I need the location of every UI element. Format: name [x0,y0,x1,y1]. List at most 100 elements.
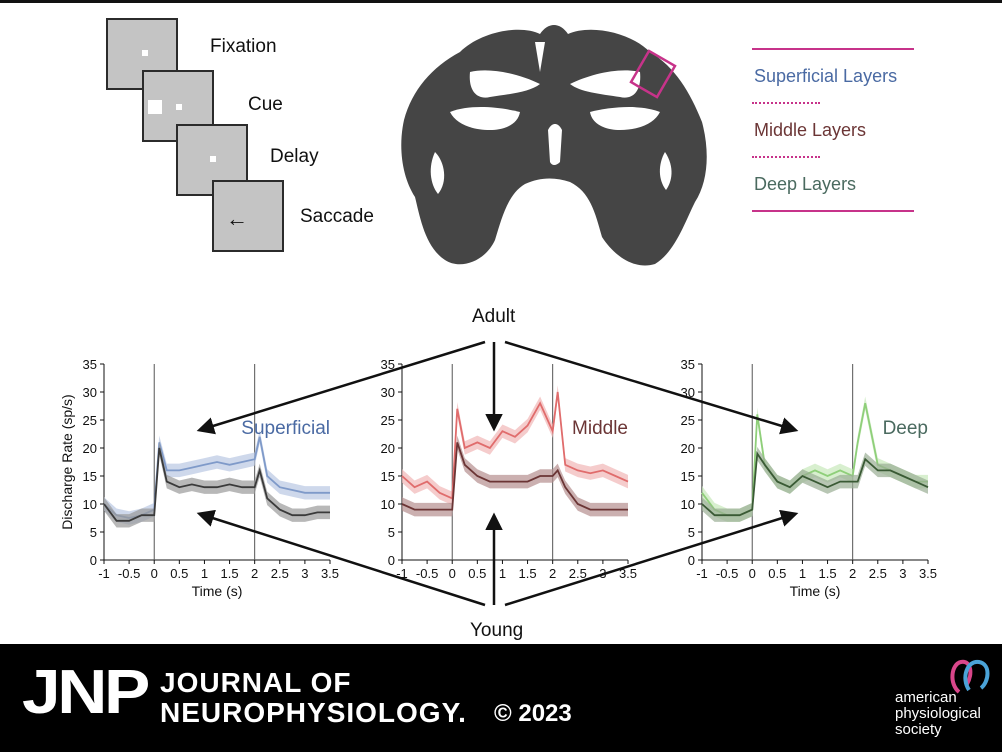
y-tick-label: 10 [381,497,395,512]
x-tick-label: 1.5 [519,566,537,581]
y-tick-label: 15 [681,469,695,484]
series-line [701,450,929,517]
y-tick-label: 5 [388,525,395,540]
journal-footer: JNP JOURNAL OF NEUROPHYSIOLOGY. © 2023 a… [0,644,1002,752]
y-tick-label: 30 [83,385,97,400]
x-tick-label: 3.5 [919,566,937,581]
y-tick-label: 10 [681,497,695,512]
x-tick-label: 2.5 [271,566,289,581]
series-line [103,447,330,522]
arrow-adult-deep [504,340,799,435]
y-tick-label: 0 [388,553,395,568]
adult-label: Adult [472,306,516,327]
x-tick-label: 2 [549,566,556,581]
y-tick-label: 35 [381,357,395,372]
legend-deep: Deep Layers [754,174,857,194]
x-axis-label: Time (s) [192,583,243,599]
fixation-point [176,104,182,110]
y-tick-label: 25 [681,413,695,428]
legend-divider [752,156,820,158]
x-tick-label: 0.5 [170,566,188,581]
error-band [104,441,330,528]
white-matter-left-lower [450,107,520,130]
task-step-label: Fixation [210,36,277,57]
chart-title: Deep [883,418,928,439]
y-tick-label: 5 [90,525,97,540]
saccade-screen: ← [212,180,284,252]
y-tick-label: 10 [83,497,97,512]
x-tick-label: 1.5 [819,566,837,581]
y-tick-label: 20 [83,441,97,456]
x-tick-label: 2.5 [569,566,587,581]
x-tick-label: 2 [251,566,258,581]
x-tick-label: 3.5 [321,566,339,581]
y-tick-label: 35 [681,357,695,372]
x-tick-label: -0.5 [416,566,438,581]
legend-middle: Middle Layers [754,120,867,140]
x-tick-label: 2 [849,566,856,581]
chart-title: Middle [572,418,628,439]
sulcus-right [659,152,672,190]
arrow-adult-superficial [196,340,486,435]
x-tick-label: 3.5 [619,566,637,581]
brain-coronal-section [401,25,707,266]
copyright: © 2023 [494,700,572,727]
society-logo-icon [950,659,990,694]
x-tick-label: 1.5 [221,566,239,581]
series-line [401,391,629,500]
task-step-label: Saccade [300,206,374,227]
y-tick-label: 0 [90,553,97,568]
y-tick-label: 25 [83,413,97,428]
legend-superficial: Superficial Layers [754,66,898,86]
white-matter-right-lower [590,107,660,130]
fixation-point [142,50,148,56]
x-tick-label: 3 [301,566,308,581]
recording-site-box [629,49,677,99]
series-line [401,442,628,511]
x-tick-label: 0 [151,566,158,581]
y-tick-label: 35 [83,357,97,372]
legend-line-top [752,48,914,50]
x-tick-label: 2.5 [869,566,887,581]
x-tick-label: 1 [499,566,506,581]
longitudinal-fissure [535,42,545,72]
x-tick-label: -1 [396,566,408,581]
y-tick-label: 30 [381,385,395,400]
journal-title-line1: JOURNAL OF [160,667,352,698]
y-tick-label: 5 [688,525,695,540]
task-step-label: Delay [270,146,319,167]
fixation-point [210,156,216,162]
journal-title-line2: NEUROPHYSIOLOGY. [160,697,467,728]
top-rule [0,0,1002,3]
jnp-logo: JNP [22,658,150,727]
journal-title: JOURNAL OF NEUROPHYSIOLOGY. [160,668,467,728]
white-matter-left [469,70,540,98]
x-tick-label: 1 [799,566,806,581]
x-tick-label: -0.5 [716,566,738,581]
arrow-young-superficial [196,509,486,607]
y-tick-label: 25 [381,413,395,428]
arrows-layer [196,340,799,607]
ventricle [548,124,562,165]
cue-stimulus [148,100,162,114]
y-tick-label: 15 [83,469,97,484]
x-tick-label: 0.5 [768,566,786,581]
y-tick-label: 0 [688,553,695,568]
x-tick-label: 0.5 [468,566,486,581]
x-tick-label: 1 [201,566,208,581]
y-tick-label: 15 [381,469,395,484]
y-tick-label: 20 [681,441,695,456]
x-tick-label: -1 [98,566,110,581]
legend-divider [752,102,820,104]
x-tick-label: 0 [449,566,456,581]
white-matter-right [570,70,641,98]
x-tick-label: -1 [696,566,708,581]
y-axis-label: Discharge Rate (sp/s) [59,394,75,529]
x-tick-label: 3 [899,566,906,581]
x-tick-label: 0 [749,566,756,581]
young-label: Young [470,620,524,641]
task-step-label: Cue [248,94,283,115]
chart-title: Superficial [241,418,330,439]
y-tick-label: 20 [381,441,395,456]
